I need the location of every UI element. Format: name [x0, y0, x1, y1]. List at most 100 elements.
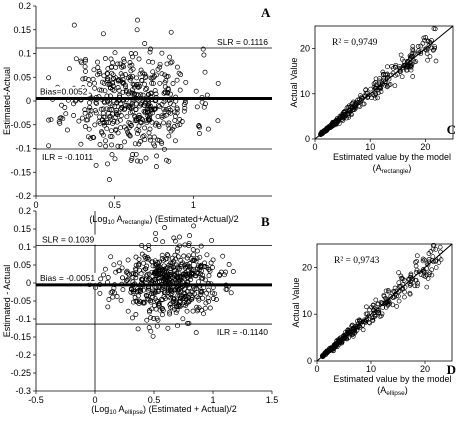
data-point: [113, 114, 119, 120]
data-point: [396, 270, 401, 275]
data-point: [127, 110, 133, 116]
data-point: [154, 323, 160, 329]
data-point: [154, 153, 160, 159]
data-point: [116, 268, 121, 274]
data-point: [131, 287, 137, 293]
label-background: [215, 327, 270, 338]
data-point: [162, 225, 168, 231]
data-point: [97, 87, 103, 93]
data-point: [194, 266, 200, 272]
data-point: [135, 326, 141, 332]
y-tick-label: 0: [305, 134, 310, 144]
data-point: [168, 60, 174, 66]
data-point: [166, 106, 172, 111]
data-point: [324, 350, 330, 356]
data-point: [174, 110, 180, 116]
data-point: [412, 277, 418, 283]
data-point: [207, 305, 213, 311]
data-point: [124, 114, 130, 120]
data-point: [131, 271, 137, 276]
data-point: [106, 119, 112, 125]
data-point: [169, 59, 175, 65]
data-point: [431, 47, 437, 53]
data-point: [171, 296, 177, 302]
data-point: [95, 65, 101, 70]
data-point: [106, 297, 112, 302]
data-point: [133, 254, 139, 260]
data-point: [402, 285, 408, 290]
data-point: [166, 120, 172, 126]
data-point: [320, 353, 326, 359]
data-point: [394, 304, 400, 309]
data-point: [66, 66, 72, 72]
data-point: [138, 120, 144, 126]
data-point: [168, 128, 174, 134]
data-point: [120, 73, 125, 79]
data-point: [423, 274, 428, 279]
data-point: [175, 246, 181, 251]
x-tick-label: 1: [191, 200, 196, 210]
data-point: [396, 293, 401, 299]
data-point: [155, 114, 161, 119]
data-point: [358, 96, 364, 101]
data-point: [213, 297, 219, 302]
data-point: [156, 300, 162, 306]
data-point: [153, 269, 159, 275]
data-point: [189, 270, 195, 276]
data-point: [115, 143, 121, 149]
data-point: [387, 82, 393, 87]
reference-line-label: ILR = -0.1140: [217, 327, 268, 337]
data-point: [123, 84, 129, 90]
data-point: [150, 69, 156, 75]
data-point: [133, 272, 139, 278]
data-point: [357, 104, 363, 109]
x-tick-label: 0: [92, 395, 97, 405]
data-point: [193, 330, 199, 336]
data-point: [148, 75, 154, 81]
data-point: [212, 291, 218, 297]
data-point: [168, 295, 174, 301]
data-point: [130, 104, 136, 109]
data-point: [376, 78, 382, 84]
data-point: [162, 89, 168, 95]
data-point: [410, 74, 416, 79]
data-point: [175, 122, 181, 128]
data-point: [199, 99, 205, 105]
x-tick-label: -0.5: [28, 395, 44, 405]
data-point: [108, 128, 114, 134]
data-point: [103, 143, 109, 149]
data-point: [137, 71, 143, 77]
panel-letter: C: [447, 122, 456, 137]
data-point: [183, 271, 189, 277]
data-point: [133, 312, 139, 317]
data-point: [385, 288, 391, 293]
x-axis-label: Estimated value by the model: [333, 152, 451, 162]
data-point: [129, 287, 135, 292]
data-point: [133, 298, 139, 304]
data-point: [87, 112, 93, 118]
data-point: [179, 119, 185, 124]
data-point: [176, 70, 182, 76]
data-point: [130, 54, 135, 60]
data-point: [187, 264, 193, 270]
data-point: [149, 80, 155, 86]
data-point: [144, 272, 150, 278]
data-point: [200, 276, 206, 281]
data-point: [168, 304, 174, 310]
data-point: [375, 301, 381, 307]
data-point: [165, 122, 171, 128]
data-point: [187, 233, 193, 239]
data-point: [171, 299, 176, 305]
data-point: [138, 158, 144, 164]
data-point: [151, 141, 157, 147]
data-point: [110, 111, 116, 117]
data-point: [116, 110, 122, 116]
data-point: [182, 286, 188, 292]
data-point: [135, 17, 140, 23]
data-point: [378, 89, 384, 95]
x-axis-sublabel: (Aellipse): [377, 385, 407, 397]
y-tick-label: -0.1: [15, 144, 31, 154]
y-tick-label: 0.1: [18, 242, 31, 252]
data-point: [198, 243, 204, 249]
